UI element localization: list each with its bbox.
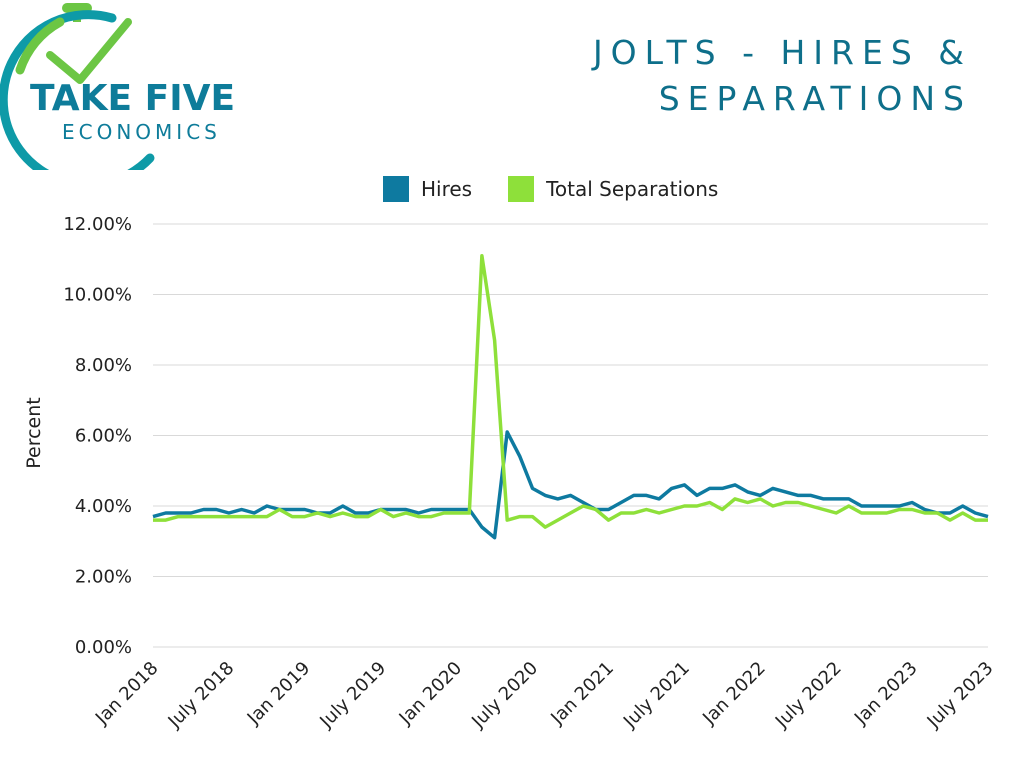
y-tick-label: 0.00% bbox=[75, 637, 132, 658]
x-tick-label: Jan 2021 bbox=[546, 658, 618, 730]
x-tick-label: Jan 2018 bbox=[91, 658, 163, 730]
x-tick-label: July 2020 bbox=[467, 658, 542, 733]
x-tick-label: Jan 2019 bbox=[243, 658, 315, 730]
legend-item-hires: Hires bbox=[383, 176, 472, 202]
legend-label-separations: Total Separations bbox=[546, 177, 719, 201]
y-tick-label: 2.00% bbox=[75, 567, 132, 588]
y-tick-label: 4.00% bbox=[75, 496, 132, 517]
gridlines bbox=[153, 223, 988, 648]
series-line-hires bbox=[152, 430, 989, 540]
legend-swatch-separations bbox=[508, 176, 535, 202]
x-axis-ticks: Jan 2018 July 2018 Jan 2019 July 2019 Jan 20… bbox=[91, 658, 998, 733]
legend-item-separations: Total Separations bbox=[508, 176, 718, 202]
x-tick-label: Jan 2023 bbox=[850, 658, 922, 730]
x-tick-label: July 2021 bbox=[619, 658, 694, 733]
y-tick-label: 8.00% bbox=[75, 355, 132, 376]
logo-wordmark: TAKE FIVE bbox=[30, 78, 236, 119]
series-line-separations bbox=[153, 253, 988, 529]
x-tick-label: Jan 2020 bbox=[395, 658, 467, 730]
legend-label-hires: Hires bbox=[421, 177, 473, 201]
y-axis-ticks: 0.00% 2.00% 4.00% 6.00% 8.00% 10.00% 12.00% bbox=[63, 214, 132, 658]
y-tick-label: 10.00% bbox=[63, 285, 132, 306]
y-axis-label: Percent bbox=[23, 397, 45, 469]
legend-swatch-hires bbox=[383, 176, 409, 202]
legend: Hires Total Separations bbox=[383, 174, 754, 204]
x-tick-label: July 2022 bbox=[771, 658, 846, 733]
chart-title: JOLTS - HIRES & SEPARATIONS bbox=[592, 33, 972, 118]
x-tick-label: July 2019 bbox=[315, 658, 390, 733]
series-lines bbox=[152, 253, 989, 540]
logo-subtitle: ECONOMICS bbox=[62, 120, 221, 144]
x-tick-label: July 2023 bbox=[923, 658, 998, 733]
y-tick-label: 12.00% bbox=[63, 214, 132, 235]
x-tick-label: July 2018 bbox=[164, 658, 239, 733]
y-tick-label: 6.00% bbox=[75, 426, 132, 447]
x-tick-label: Jan 2022 bbox=[698, 658, 770, 730]
